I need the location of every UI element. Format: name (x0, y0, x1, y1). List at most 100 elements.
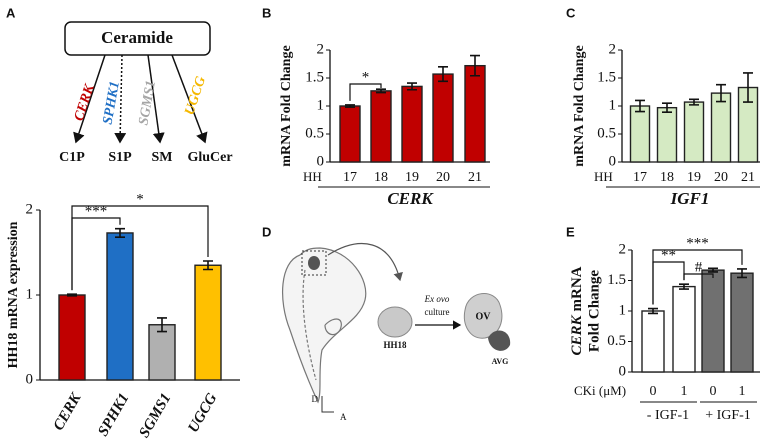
significance-label: ** (661, 247, 676, 263)
x-tick-label: 20 (436, 170, 450, 185)
y-tick-label: 2 (317, 41, 325, 57)
orientation-axes (321, 396, 334, 413)
bar (432, 73, 454, 163)
y-tick-label: 2 (26, 201, 34, 217)
y-tick-label: 1.5 (607, 272, 626, 288)
axis-label: A (340, 412, 347, 422)
error-bar (662, 102, 672, 113)
error-bar (689, 98, 699, 106)
y-axis-label: mRNA Fold Change (572, 45, 587, 166)
bar (672, 285, 696, 373)
enzyme-label: UGCG (182, 75, 209, 117)
significance-bracket (71, 205, 209, 291)
bar (641, 310, 665, 373)
y-tick-label: 0.5 (597, 125, 616, 141)
tissue-label: AVG (492, 357, 509, 366)
root-label: Ceramide (101, 28, 173, 47)
x-tick-label: 20 (714, 170, 728, 185)
enzyme-label: SGMS1 (136, 79, 159, 126)
y-tick-label: 0 (609, 153, 617, 169)
bar (194, 264, 222, 381)
bar (464, 64, 486, 163)
x-tick-label: 19 (405, 170, 419, 185)
y-tick-label: 1 (619, 302, 627, 318)
branch-arrows (73, 54, 208, 144)
x-tick-label: 1 (681, 384, 688, 399)
significance-label: * (362, 69, 370, 85)
enzyme-label: SPHK1 (101, 80, 123, 126)
error-bar (743, 72, 753, 103)
y-tick-label: 1 (609, 97, 617, 113)
x-tick-label: 19 (687, 170, 701, 185)
y-tick-label: 2 (619, 241, 627, 257)
significance-bracket (683, 273, 714, 281)
y-axis-label: mRNA Fold Change (279, 45, 294, 166)
bar (683, 101, 705, 163)
x-tick-label: 17 (343, 170, 357, 185)
bar (148, 324, 176, 381)
error-bar (470, 54, 480, 77)
zoom-arrow (327, 242, 403, 282)
y-tick-label: 0 (26, 371, 34, 387)
error-bar (438, 66, 448, 83)
x-tick-label: 18 (374, 170, 388, 185)
error-bar (708, 267, 718, 273)
error-bar (737, 268, 747, 279)
x-tick-label: SPHK1 (95, 391, 132, 439)
error-bar (635, 99, 645, 113)
error-bar (679, 283, 689, 290)
panel-label: E (566, 224, 575, 239)
y-tick-label: 0 (619, 363, 627, 379)
y-tick-label: 1 (26, 286, 34, 302)
heart-region (308, 256, 320, 270)
panel-label: C (566, 5, 576, 20)
embryo (281, 247, 367, 404)
error-bar (345, 104, 355, 108)
error-bar (716, 83, 726, 103)
enzyme-label: CERK (72, 81, 98, 123)
error-bar (203, 260, 213, 271)
bar (730, 272, 754, 373)
significance-label: *** (85, 203, 108, 219)
y-axis-label: HH18 mRNA expression (6, 221, 21, 368)
significance-bracket (349, 83, 382, 101)
y-axis-label: CERK mRNA (569, 266, 585, 355)
y-axis-label-gene: CERK (569, 315, 585, 356)
error-bar (376, 88, 386, 94)
x-tick-label: 0 (650, 384, 657, 399)
error-bar (648, 307, 658, 315)
group-label: + IGF-1 (705, 408, 751, 423)
root-box (64, 21, 211, 56)
y-tick-label: 1.5 (305, 69, 324, 85)
x-tick-label: 0 (710, 384, 717, 399)
y-tick-label: 0 (317, 153, 325, 169)
product-label: GluCer (187, 150, 232, 165)
x-tick-label: SGMS1 (136, 391, 174, 439)
stage-label: HH18 (383, 340, 407, 350)
panel-label: A (6, 5, 16, 20)
bar (58, 294, 86, 381)
x-prefix: HH (594, 169, 613, 184)
y-tick-label: 0.5 (607, 333, 626, 349)
axis-label: D (312, 394, 319, 404)
bar (710, 92, 732, 163)
method-label: culture (425, 307, 450, 317)
bar (701, 269, 725, 373)
bar (370, 90, 392, 163)
x-tick-label: 21 (468, 170, 482, 185)
y-tick-label: 1.5 (597, 69, 616, 85)
y-tick-label: 2 (609, 41, 617, 57)
bar (339, 105, 361, 163)
significance-label: * (136, 191, 144, 207)
x-tick-label: UGCG (185, 391, 220, 436)
bar (629, 105, 651, 163)
bar (106, 232, 134, 381)
avg (488, 330, 511, 351)
x-tick-label: 17 (633, 170, 647, 185)
method-label: Ex ovo (424, 294, 450, 304)
y-tick-label: 1 (317, 97, 325, 113)
panel-label: B (262, 5, 271, 20)
zoom-box (301, 250, 327, 276)
y-tick-label: 0.5 (305, 125, 324, 141)
